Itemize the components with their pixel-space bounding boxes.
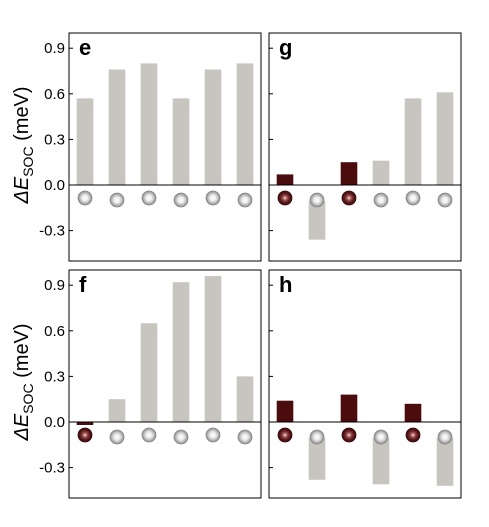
atom-g-6 xyxy=(437,192,453,208)
atom-f-5 xyxy=(205,427,221,443)
y-axis-label-bottom-prefix: ΔE xyxy=(11,413,33,441)
panel-label-e: e xyxy=(79,35,91,60)
bar-e-3 xyxy=(140,63,158,185)
atom-e-6 xyxy=(237,192,253,208)
bar-h-2 xyxy=(308,438,326,480)
bar-h-4 xyxy=(372,438,390,485)
atom-g-1 xyxy=(277,190,293,206)
atom-h-3 xyxy=(341,427,357,443)
y-axis-label-bottom-sub: SOC xyxy=(20,383,36,413)
bar-h-6 xyxy=(436,438,454,486)
atom-g-2 xyxy=(309,192,325,208)
panel-f: 0.9 0.6 0.3 0.0 -0.3 f xyxy=(39,269,262,499)
bar-e-4 xyxy=(172,98,190,185)
y-tick-label: 0.3 xyxy=(44,368,65,385)
y-tick-label: 0.0 xyxy=(44,177,65,194)
atom-e-4 xyxy=(173,192,189,208)
bar-f-6 xyxy=(236,376,254,422)
y-tick-label: 0.6 xyxy=(44,323,65,340)
bar-f-4 xyxy=(172,282,190,422)
panels-group: 0.9 0.6 0.3 0.0 -0.3 e g 0.9 0.6 0.3 0.0 -0.3 f h xyxy=(39,32,462,499)
atom-h-6 xyxy=(437,429,453,445)
panel-g: g xyxy=(268,32,462,262)
bar-h-3 xyxy=(340,394,358,422)
bar-g-1 xyxy=(276,174,294,185)
bar-e-5 xyxy=(204,69,222,185)
y-tick-label: 0.3 xyxy=(44,131,65,148)
y-axis-label-bottom-unit: (meV) xyxy=(11,323,33,383)
y-tick-label: 0.0 xyxy=(44,414,65,431)
bar-h-1 xyxy=(276,400,294,422)
bar-g-3 xyxy=(340,162,358,185)
atom-e-2 xyxy=(109,192,125,208)
panel-h: h xyxy=(268,269,462,499)
bar-h-5 xyxy=(404,403,422,422)
atom-g-5 xyxy=(405,190,421,206)
bar-f-3 xyxy=(140,323,158,422)
panel-frame xyxy=(268,32,462,262)
panel-label-g: g xyxy=(279,35,292,60)
bar-g-4 xyxy=(372,160,390,185)
atom-e-1 xyxy=(77,190,93,206)
panel-label-h: h xyxy=(279,272,292,297)
bar-f-2 xyxy=(108,399,126,422)
panel-e: 0.9 0.6 0.3 0.0 -0.3 e xyxy=(39,32,262,262)
y-tick-label: 0.6 xyxy=(44,86,65,103)
atom-f-4 xyxy=(173,429,189,445)
panel-label-f: f xyxy=(79,272,87,297)
atom-e-3 xyxy=(141,190,157,206)
y-axis-label-top-sub: SOC xyxy=(20,146,36,176)
panel-frame xyxy=(68,269,262,499)
atom-f-2 xyxy=(109,429,125,445)
atom-f-3 xyxy=(141,427,157,443)
bar-g-5 xyxy=(404,98,422,185)
bar-g-2 xyxy=(308,201,326,240)
bar-e-6 xyxy=(236,63,254,185)
bar-g-6 xyxy=(436,92,454,185)
y-axis-label-bottom: ΔESOC (meV) xyxy=(11,323,36,441)
panel-frame xyxy=(268,269,462,499)
panel-frame xyxy=(68,32,262,262)
bar-f-1 xyxy=(76,422,94,425)
bar-f-5 xyxy=(204,276,222,422)
atom-g-4 xyxy=(373,192,389,208)
atom-g-3 xyxy=(341,190,357,206)
y-tick-label: 0.9 xyxy=(44,277,65,294)
atom-h-2 xyxy=(309,429,325,445)
y-tick-label: -0.3 xyxy=(39,223,65,240)
y-tick-label: -0.3 xyxy=(39,460,65,477)
y-tick-label: 0.9 xyxy=(44,40,65,57)
bar-e-2 xyxy=(108,69,126,185)
atom-f-6 xyxy=(237,429,253,445)
atom-h-4 xyxy=(373,429,389,445)
y-axis-label-top-prefix: ΔE xyxy=(11,176,33,204)
atom-h-5 xyxy=(405,427,421,443)
atom-e-5 xyxy=(205,190,221,206)
bar-e-1 xyxy=(76,98,94,185)
atom-h-1 xyxy=(277,427,293,443)
y-axis-label-top-unit: (meV) xyxy=(11,86,33,146)
y-axis-label-top: ΔESOC (meV) xyxy=(11,86,36,204)
atom-f-1 xyxy=(77,427,93,443)
